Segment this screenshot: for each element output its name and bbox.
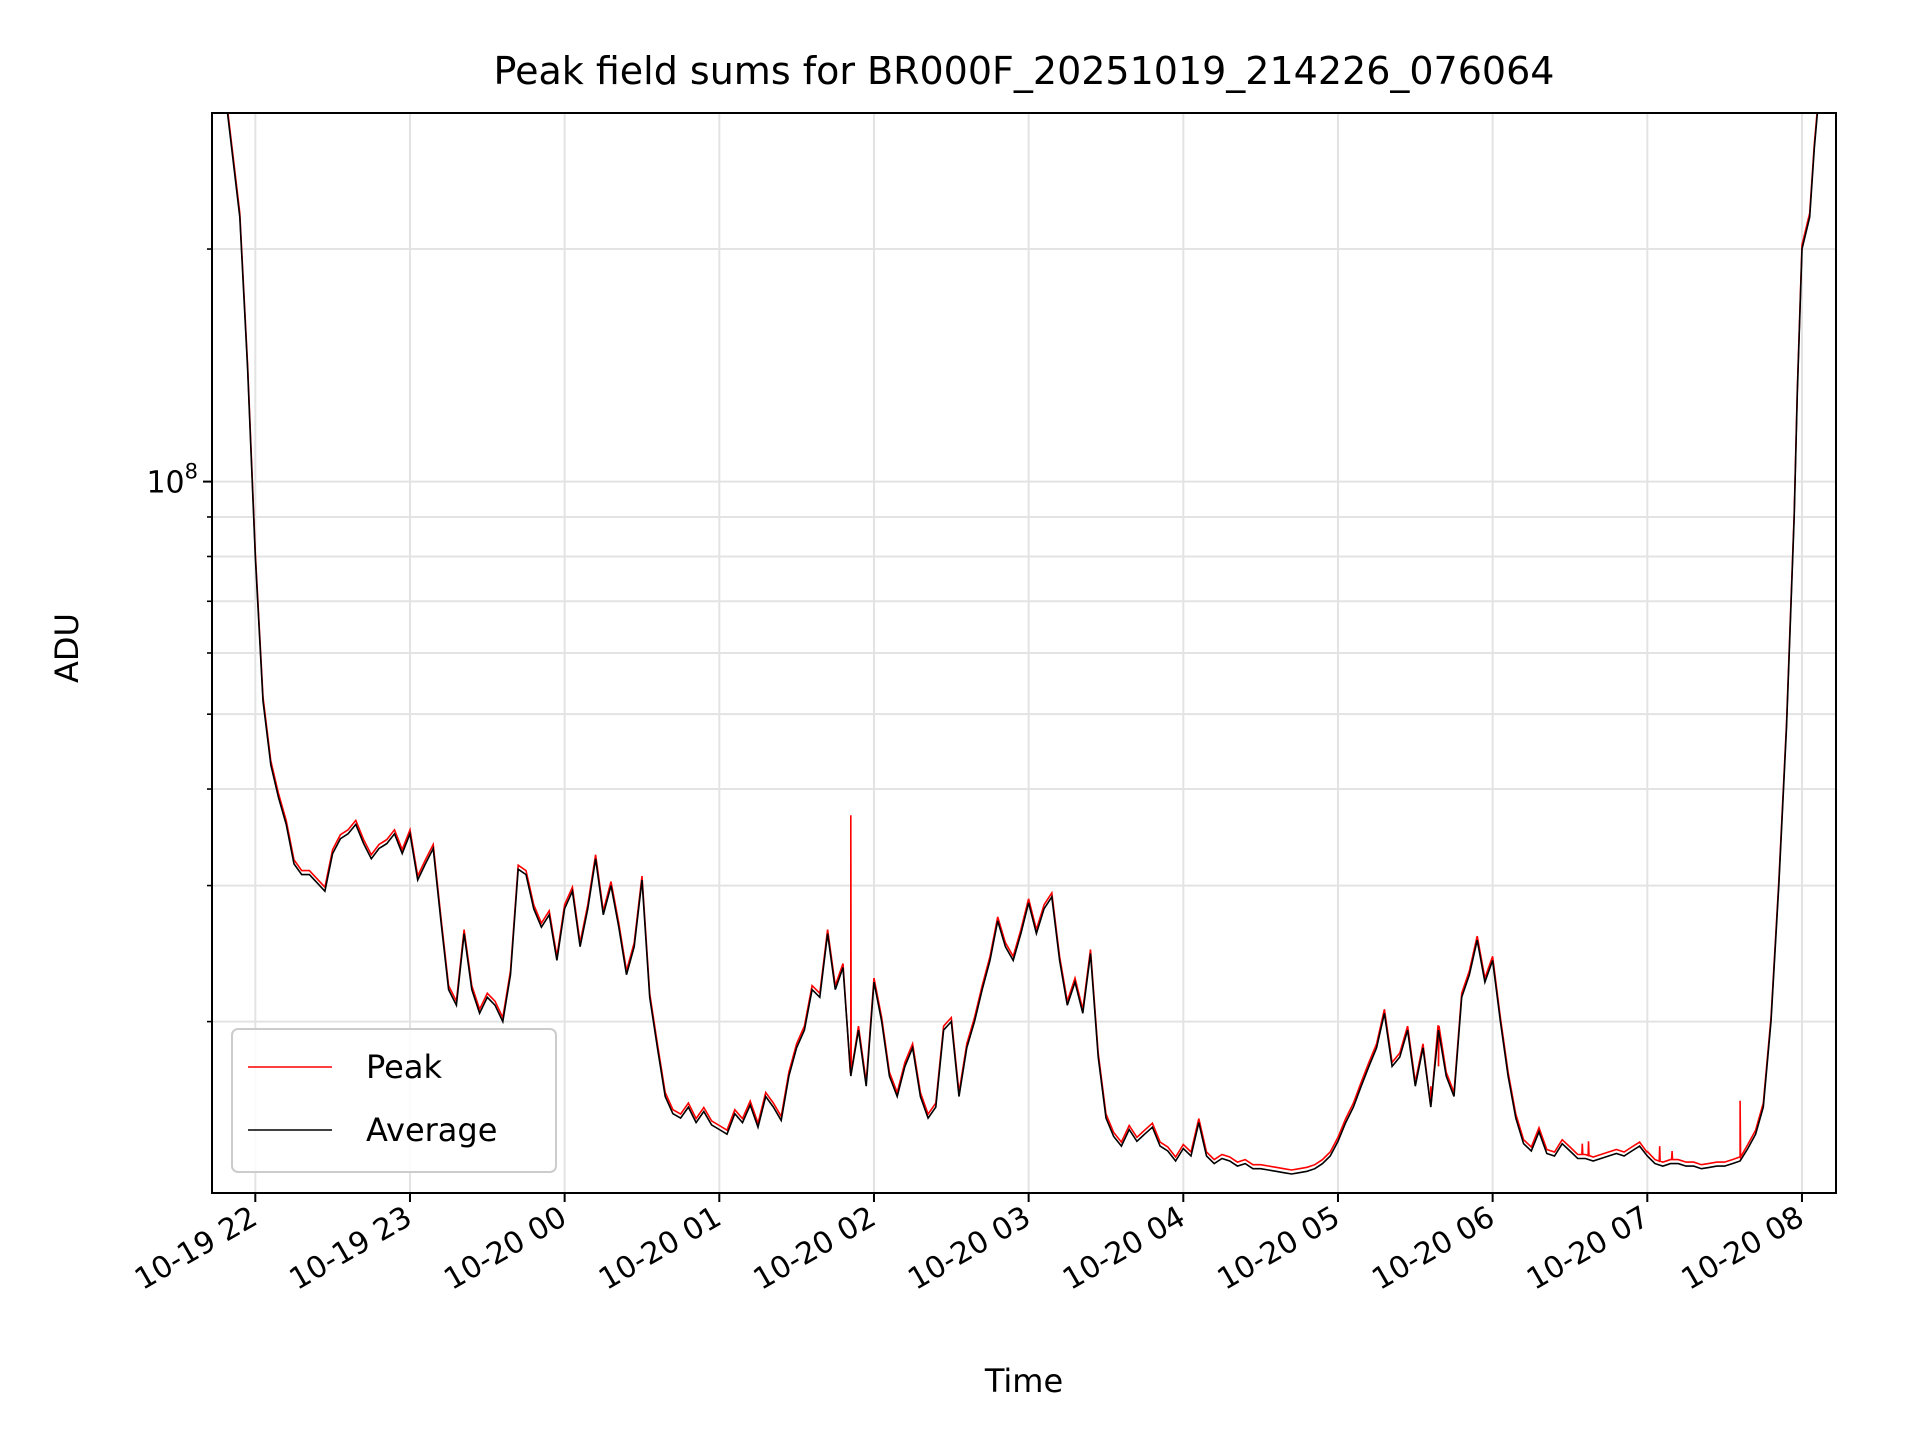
x-axis-label: Time [984, 1362, 1063, 1400]
legend-box [231, 1028, 557, 1173]
legend: Peak Average [231, 1028, 557, 1173]
series-line-peak [227, 113, 1818, 1171]
legend-label-average: Average [366, 1111, 497, 1149]
chart-title: Peak field sums for BR000F_20251019_2142… [494, 49, 1555, 93]
y-axis: 108 [146, 248, 212, 1023]
legend-label-peak: Peak [366, 1048, 442, 1086]
y-axis-label: ADU [48, 613, 86, 683]
plot-area [226, 113, 1819, 1175]
y-tick-label: 108 [146, 460, 198, 501]
series-line-average [226, 113, 1819, 1175]
grid [212, 113, 1836, 1193]
